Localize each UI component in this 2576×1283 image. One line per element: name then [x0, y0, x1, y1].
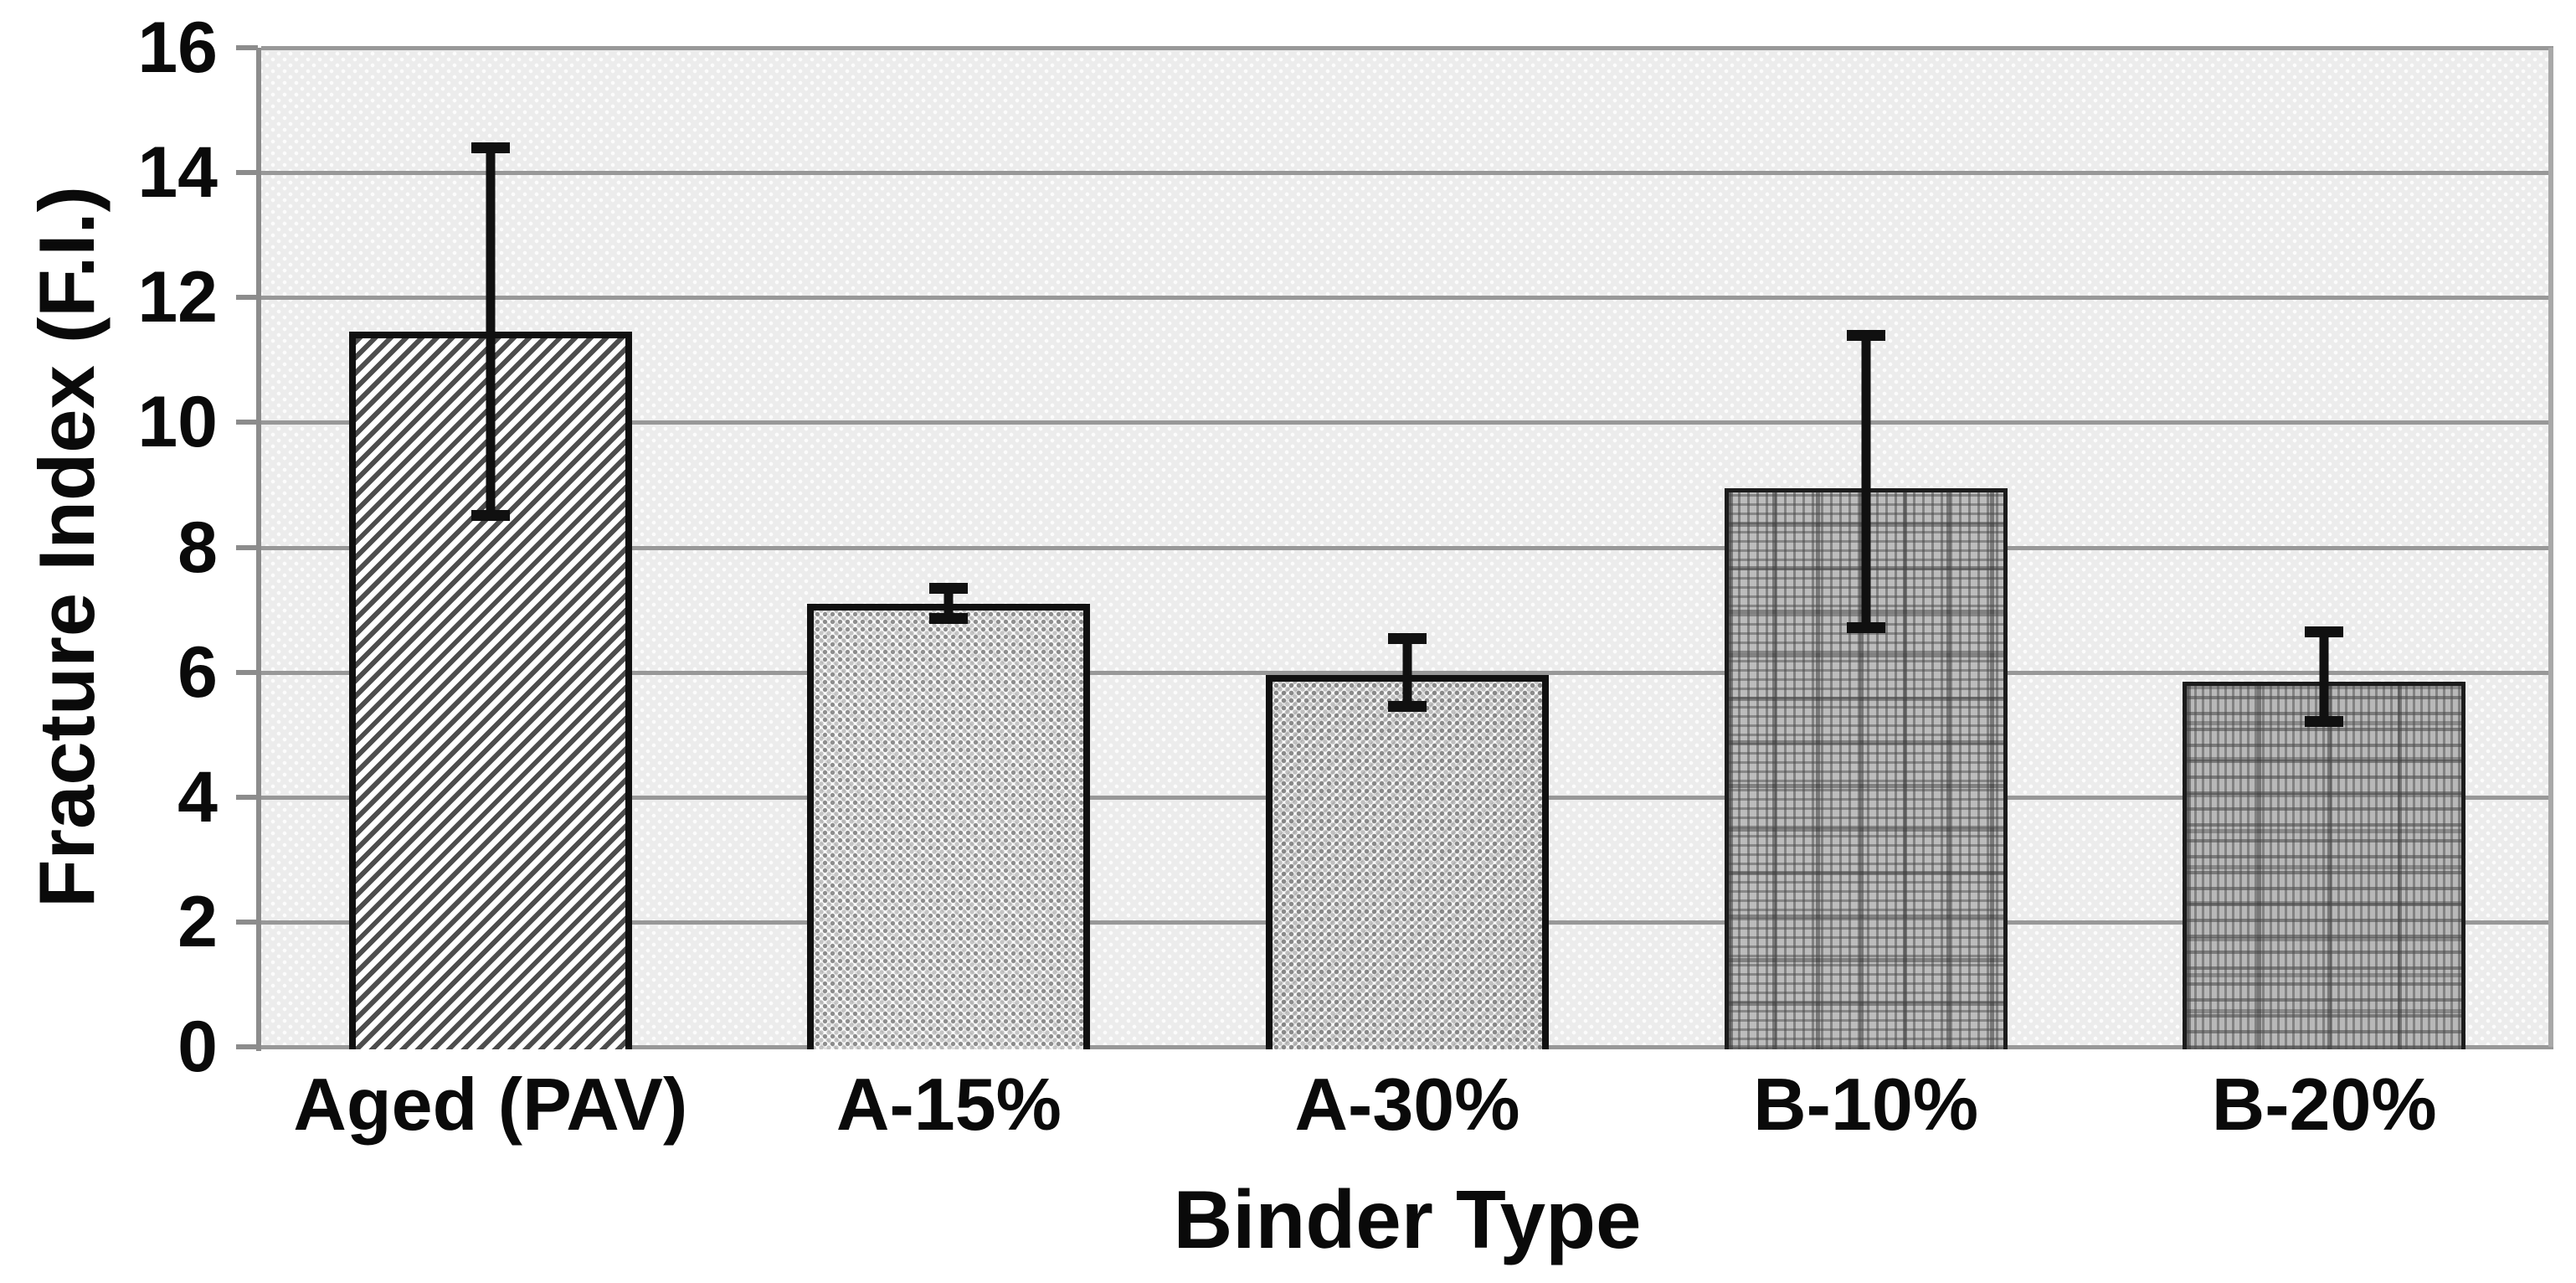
y-tick-mark-8: [236, 544, 258, 550]
y-axis-title: Fracture Index (F.I.): [23, 186, 111, 908]
error-bar-line: [1861, 334, 1871, 629]
y-tick-label-0: 0: [177, 1007, 218, 1087]
y-tick-mark-16: [236, 45, 258, 50]
error-bar-cap-top: [1846, 329, 1885, 341]
y-tick-mark-12: [236, 295, 258, 301]
x-category-label-b-20: B-20%: [2211, 1063, 2437, 1146]
error-bar-cap-bottom: [1388, 700, 1427, 712]
x-category-label-b-10: B-10%: [1753, 1063, 1979, 1146]
y-tick-label-16: 16: [137, 8, 218, 88]
error-bar-b-20: [2305, 626, 2344, 728]
error-bar-line: [1402, 637, 1412, 707]
y-tick-label-12: 12: [137, 257, 218, 338]
y-axis-line: [256, 48, 261, 1051]
y-tick-mark-2: [236, 919, 258, 925]
error-bar-line: [944, 587, 954, 620]
plot-area: [261, 46, 2553, 1049]
y-tick-label-2: 2: [177, 881, 218, 962]
error-bar-cap-top: [2305, 626, 2344, 638]
gridline-y-10: [261, 420, 2553, 425]
y-tick-label-8: 8: [177, 507, 218, 588]
gridline-y-8: [261, 545, 2553, 550]
error-bar-line: [486, 147, 496, 517]
gridline-y-16: [261, 46, 2553, 50]
error-bar-line: [2319, 631, 2329, 723]
error-bar-cap-bottom: [929, 613, 969, 625]
y-tick-mark-14: [236, 170, 258, 176]
error-bar-cap-bottom: [470, 510, 510, 522]
bar-a-30: [1266, 675, 1549, 1049]
error-bar-cap-top: [1388, 632, 1427, 644]
bar-b-20: [2183, 681, 2466, 1049]
x-category-label-a-15: A-15%: [836, 1063, 1062, 1146]
bar-a-15: [807, 603, 1091, 1049]
error-bar-cap-top: [470, 142, 510, 154]
bar-b-10: [1724, 487, 2008, 1049]
y-tick-mark-0: [236, 1044, 258, 1049]
error-bar-aged-pav: [470, 142, 510, 522]
error-bar-b-10: [1846, 329, 1885, 634]
error-bar-cap-bottom: [2305, 716, 2344, 728]
error-bar-cap-bottom: [1846, 622, 1885, 634]
gridline-y-14: [261, 171, 2553, 176]
y-tick-mark-4: [236, 794, 258, 800]
y-tick-label-4: 4: [177, 756, 218, 837]
error-bar-a-30: [1388, 632, 1427, 712]
y-tick-label-6: 6: [177, 631, 218, 713]
plot-right-border: [2548, 48, 2553, 1047]
y-tick-label-10: 10: [137, 382, 218, 463]
y-tick-mark-6: [236, 669, 258, 675]
error-bar-a-15: [929, 582, 969, 625]
y-tick-label-14: 14: [137, 132, 218, 214]
x-axis-title: Binder Type: [1173, 1173, 1642, 1265]
x-category-label-a-30: A-30%: [1294, 1063, 1520, 1146]
x-category-label-aged-pav: Aged (PAV): [293, 1063, 688, 1146]
y-tick-mark-10: [236, 420, 258, 425]
error-bar-cap-top: [929, 582, 969, 594]
gridline-y-12: [261, 296, 2553, 301]
